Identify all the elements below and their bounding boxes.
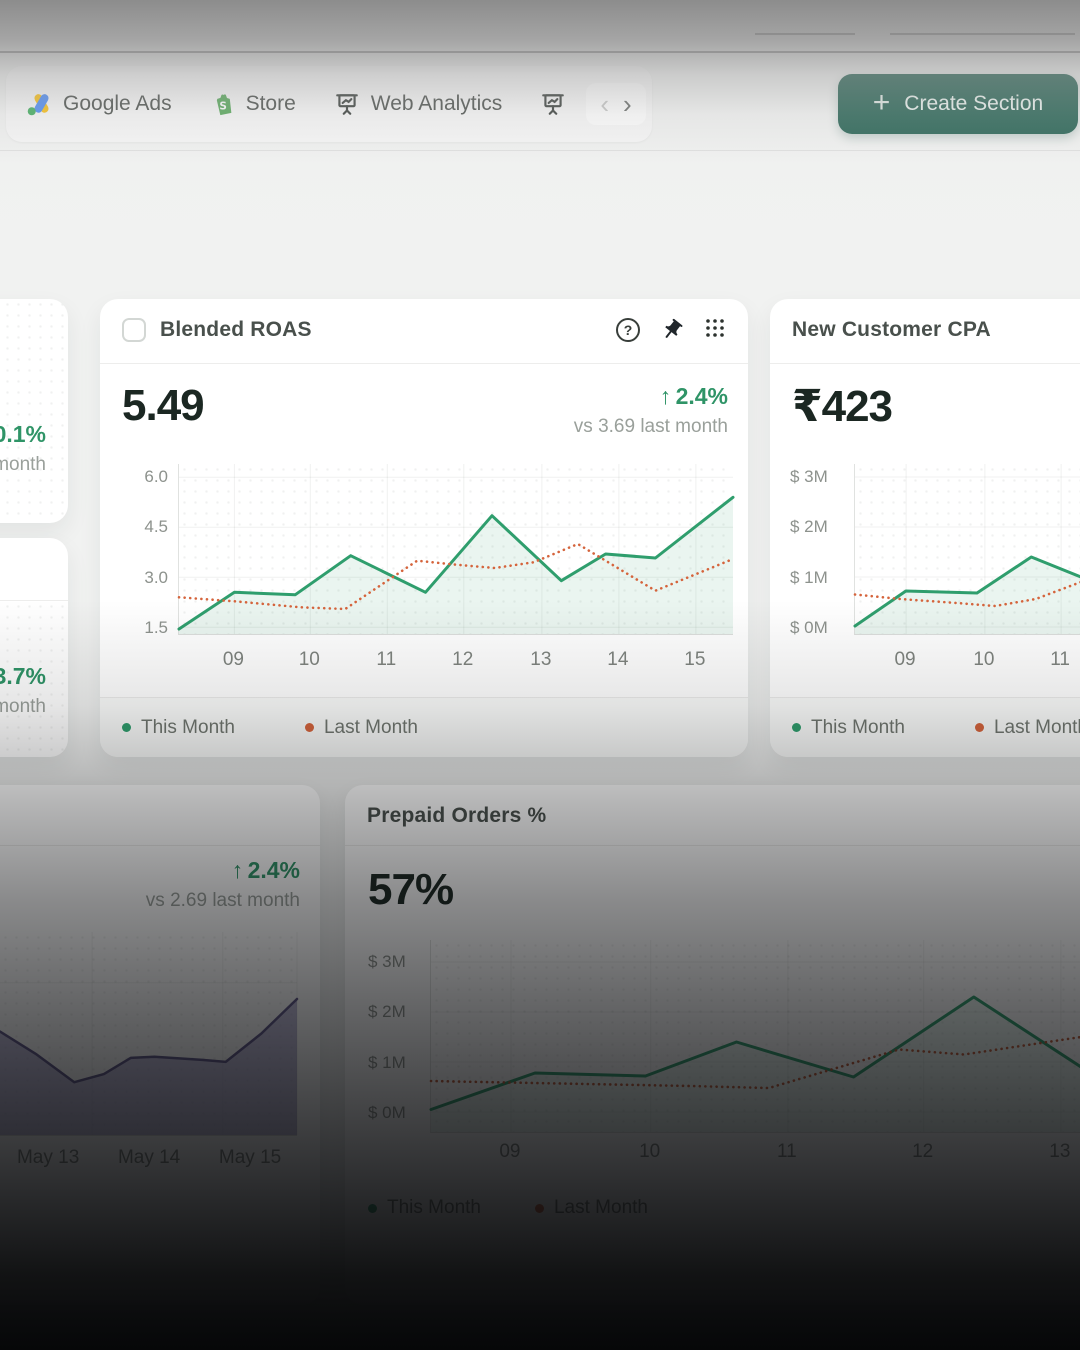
kpi-value: ₹423 [792, 382, 893, 431]
legend-dot [122, 723, 131, 732]
create-section-button[interactable]: + Create Section [838, 74, 1078, 134]
tab-pager: ‹ › [586, 83, 646, 125]
drag-grid-icon[interactable] [704, 317, 726, 344]
blended-roas-chart [177, 464, 735, 635]
y-axis-ticks: 6.0 4.5 3.0 1.5 [144, 467, 168, 637]
compare-text: vs 2.69 last month [145, 890, 300, 911]
y-axis-ticks: $ 3M $ 2M $ 1M $ 0M [368, 952, 406, 1122]
kpi-compare-fragment: month [0, 696, 46, 717]
legend-row: This Month Last Month [100, 697, 748, 757]
kpi-value: 5.49 [122, 381, 205, 430]
new-customer-cpa-chart [853, 464, 1080, 635]
chevron-left-icon[interactable]: ‹ [600, 89, 609, 119]
pin-icon[interactable] [660, 318, 684, 342]
legend-dot [974, 723, 984, 732]
delta-value: 2.4% [247, 857, 300, 883]
card-header: Prepaid Orders % [345, 785, 1080, 847]
google-ads-icon [26, 91, 52, 117]
card-divider [100, 363, 748, 364]
svg-text:S: S [219, 100, 227, 112]
x-axis-ticks: 09 10 11 12 13 14 15 [222, 649, 706, 670]
legend-last-month: Last Month [534, 1197, 648, 1219]
tab-store[interactable]: S Store [210, 92, 296, 117]
prepaid-orders-card: Prepaid Orders % 57% $ 3M $ 2M $ 1M $ 0M 0… [345, 785, 1080, 1305]
bottom-left-area-chart [0, 932, 299, 1136]
card-divider [345, 845, 1080, 846]
compare-text: vs 3.69 last month [573, 416, 728, 437]
delta-arrow-icon: ↑ [231, 857, 244, 883]
top-line-segment [755, 33, 855, 35]
card-title: Prepaid Orders % [367, 804, 547, 827]
x-axis-ticks: May 13 May 14 May 15 [16, 1147, 282, 1168]
kpi-body: 3.7% month [0, 601, 68, 757]
top-hairline [0, 51, 1080, 53]
tab-label: Web Analytics [370, 92, 503, 115]
legend-dot [304, 723, 314, 732]
card-divider [770, 363, 1080, 364]
help-circle-icon[interactable]: ? [616, 318, 640, 342]
y-axis-ticks: $ 3M $ 2M $ 1M $ 0M [790, 467, 828, 637]
tab-label: Store [245, 92, 296, 115]
plus-icon: + [872, 85, 891, 119]
shopify-bag-icon: S [210, 92, 235, 117]
checkbox[interactable] [122, 318, 146, 342]
delta-arrow-icon: ↑ [659, 383, 672, 409]
x-axis-ticks: 09 10 11 12 13 [499, 1141, 1071, 1162]
x-axis-ticks: 09 10 11 [894, 649, 1070, 670]
top-line-segment [890, 33, 1075, 35]
legend-row: This Month Last Month [368, 1197, 648, 1219]
left-kpi-card-bottom[interactable]: 3.7% month [0, 538, 68, 757]
legend-dot [534, 1203, 544, 1213]
new-customer-cpa-card: New Customer CPA ₹423 $ 3M $ 2M $ 1M $ 0M … [770, 299, 1080, 757]
legend-row: This Month Last Month [770, 697, 1080, 757]
kpi-delta-fragment: 3.7% [0, 663, 46, 689]
presentation-board-icon [334, 91, 360, 117]
legend-last-month: Last Month [974, 717, 1080, 739]
legend-this-month: This Month [122, 717, 235, 739]
kpi-compare-fragment: month [0, 454, 46, 475]
legend-dot [368, 1203, 377, 1213]
card-title: Blended ROAS [160, 318, 312, 341]
delta-value: 2.4% [675, 383, 728, 409]
card-divider [0, 845, 320, 846]
tab-bar: Google Ads S Store [6, 66, 652, 142]
legend-last-month: Last Month [304, 717, 418, 739]
tab-web-analytics[interactable]: Web Analytics [334, 91, 503, 117]
kpi-value: 57% [368, 865, 454, 914]
card-header: Blended ROAS ? [100, 299, 748, 361]
blended-roas-card: Blended ROAS ? 5.49 [100, 299, 748, 757]
legend-this-month: This Month [368, 1197, 481, 1219]
bottom-left-card: ↑ 2.4% vs 2.69 last month May 13 May 14 … [0, 785, 320, 1305]
header-shadow-line [0, 150, 1080, 151]
tab-extra[interactable] [540, 91, 566, 117]
chevron-right-icon[interactable]: › [622, 89, 632, 119]
legend-dot [792, 723, 801, 732]
tab-label: Google Ads [63, 92, 172, 115]
card-title: New Customer CPA [792, 318, 991, 341]
tab-google-ads[interactable]: Google Ads [26, 91, 172, 117]
legend-this-month: This Month [792, 717, 905, 739]
kpi-delta-fragment: 0.1% [0, 421, 46, 447]
prepaid-orders-chart [429, 940, 1080, 1133]
left-kpi-card-top[interactable]: 0.1% month [0, 299, 68, 523]
create-section-label: Create Section [904, 92, 1044, 115]
card-header: New Customer CPA [770, 299, 1080, 361]
presentation-board-icon [540, 91, 566, 117]
